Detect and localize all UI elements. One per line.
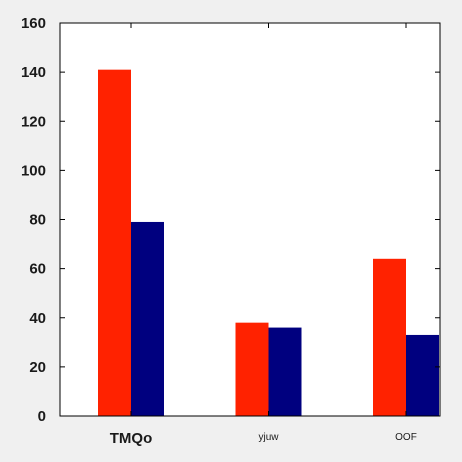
y-tick-label: 100 [21,162,46,179]
y-tick-label: 20 [29,359,46,376]
bar-OOF-series-2 [406,334,439,416]
x-tick-labels: TMQo yjuw OOF [110,430,417,447]
y-tick-label: 80 [29,212,46,229]
bar-TMQo-series-2 [131,221,164,416]
x-tick-label-TMQo: TMQo [110,430,153,447]
x-tick-label-yjuw: yjuw [258,432,279,443]
y-tick-label: 0 [38,408,46,425]
x-tick-label-OOF: OOF [395,432,417,443]
plot-frame [59,22,441,417]
bar-yjuw-series-2 [268,327,302,416]
y-tick-label: 40 [29,310,46,327]
bars-group [98,69,439,416]
bar-OOF-series-1 [373,258,406,416]
y-tick-labels: 0 20 40 60 80 100 120 140 160 [21,15,46,425]
bar-yjuw-series-1 [235,322,269,416]
y-tick-label: 140 [21,64,46,81]
y-tick-label: 160 [21,15,46,32]
y-tick-label: 60 [29,261,46,278]
y-tick-label: 120 [21,113,46,130]
bar-TMQo-series-1 [98,69,131,416]
